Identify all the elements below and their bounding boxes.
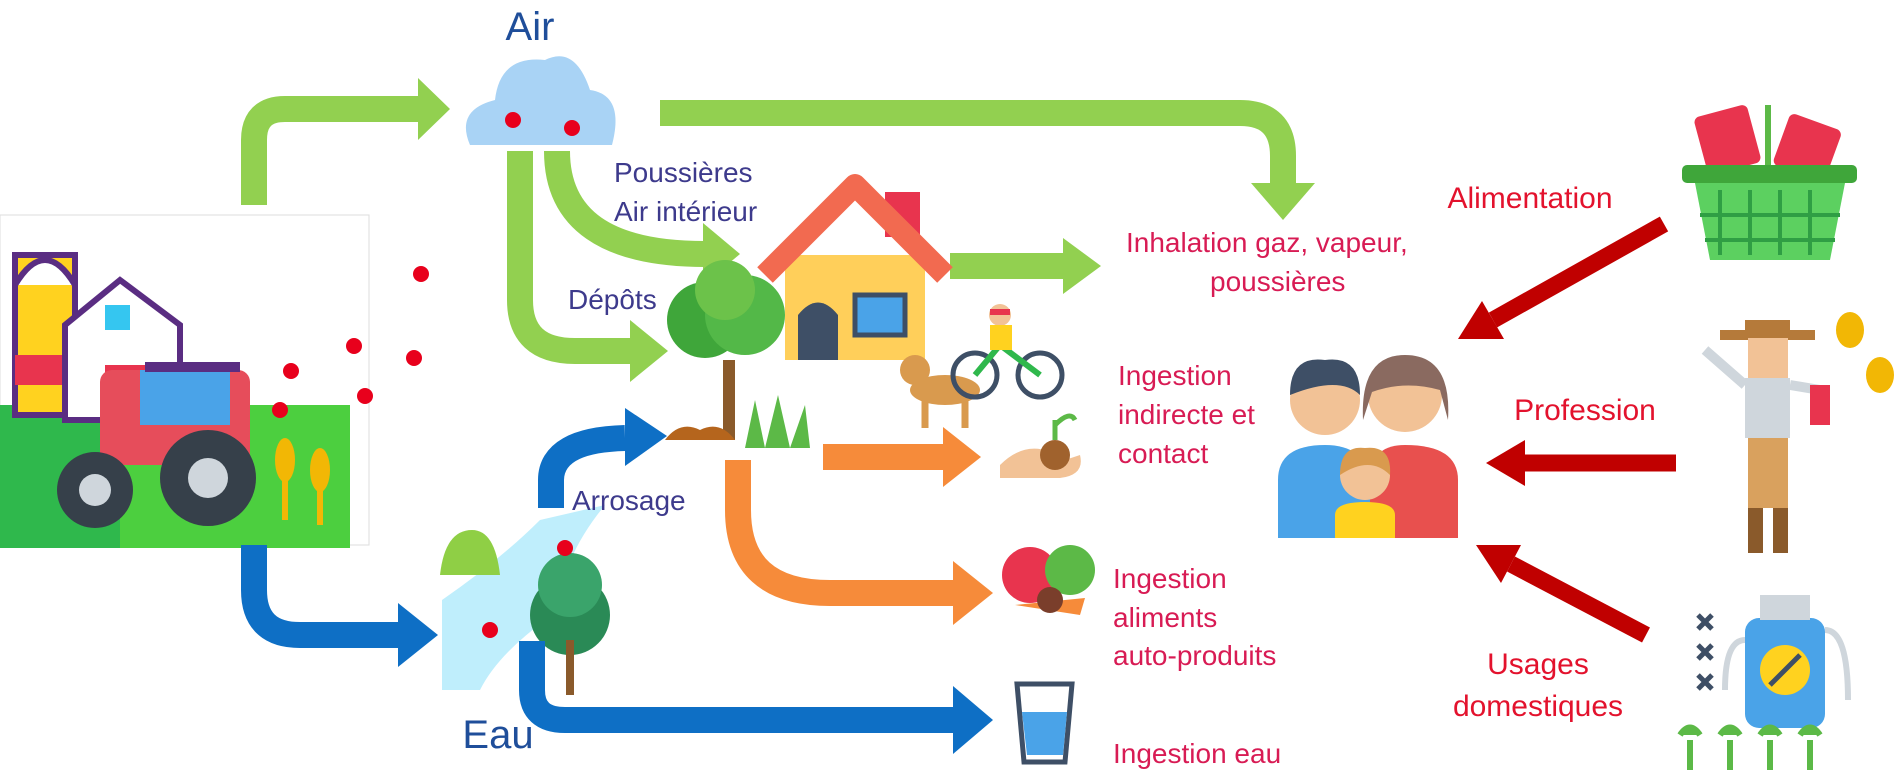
tree-icon-part xyxy=(695,260,755,320)
exposure-label: aliments xyxy=(1113,602,1217,633)
water-arrows-part xyxy=(398,603,438,667)
family-icon-part xyxy=(1335,502,1395,538)
air-arrows-part xyxy=(418,78,450,140)
farm-icon xyxy=(0,215,369,548)
cloud-icon xyxy=(466,56,616,145)
food-icons xyxy=(1000,416,1095,762)
sprayer-icon xyxy=(1680,595,1848,770)
source-arrows-part xyxy=(1511,564,1646,635)
basket-icon-part xyxy=(1682,165,1857,183)
air-arrows-part xyxy=(660,113,1283,185)
leisure-icon-part xyxy=(900,355,930,385)
source-arrows-part xyxy=(1486,440,1525,486)
house-icon xyxy=(765,185,945,360)
source-label: Alimentation xyxy=(1447,182,1612,215)
farmer-icon-part xyxy=(1810,385,1830,425)
basket-icon xyxy=(1682,104,1857,260)
pathway-label: Poussières xyxy=(614,157,753,188)
source-label: domestiques xyxy=(1453,690,1623,723)
water-icon-part xyxy=(440,530,500,575)
water-arrows-part xyxy=(953,561,993,625)
air-label: Air xyxy=(506,5,555,49)
exposure-label: Ingestion xyxy=(1113,563,1227,594)
farmer-icon xyxy=(1705,312,1894,553)
water-arrows-part xyxy=(953,686,993,754)
eau-label: Eau xyxy=(462,713,533,757)
farmer-icon-part xyxy=(1748,338,1788,378)
food-icons-part xyxy=(1037,587,1063,613)
house-icon-part xyxy=(855,295,905,335)
tree-icon-part xyxy=(745,395,810,448)
diagram: Air Eau Poussières Air intérieur Dépôts … xyxy=(0,0,1897,770)
food-icons-part xyxy=(1040,440,1070,470)
particles-part xyxy=(346,338,362,354)
cloud-icon-part xyxy=(466,56,616,145)
tree-icon-part xyxy=(723,360,735,440)
farm-icon-part xyxy=(140,370,230,425)
food-icons-part xyxy=(1055,416,1075,440)
source-label: Usages xyxy=(1487,648,1589,681)
leisure-icon-part xyxy=(990,325,1012,350)
farm-icon-part xyxy=(310,448,330,492)
farmer-icon-part xyxy=(1866,357,1894,393)
water-arrows-part xyxy=(738,460,955,593)
farmer-icon-part xyxy=(1745,378,1790,438)
family-icon xyxy=(1278,355,1458,538)
sprayer-icon-part xyxy=(1690,740,1810,770)
air-arrows-part xyxy=(254,109,420,205)
farmer-icon-part xyxy=(1748,438,1788,508)
source-arrows xyxy=(1458,224,1676,635)
particles-part xyxy=(413,266,429,282)
sprayer-icon-part xyxy=(1680,728,1820,736)
water-arrows-part xyxy=(625,408,667,466)
water-arrows-part xyxy=(532,641,955,720)
exposure-label: auto-produits xyxy=(1113,640,1276,671)
water-arrows-part xyxy=(254,545,400,635)
particles-part xyxy=(283,363,299,379)
water-icon-part xyxy=(557,540,573,556)
body: Air Eau Poussières Air intérieur Dépôts … xyxy=(0,0,1897,770)
farmer-icon-part xyxy=(1836,312,1864,348)
cloud-icon-part xyxy=(505,112,521,128)
farm-icon-part xyxy=(105,305,130,330)
exposure-label: contact xyxy=(1118,438,1208,469)
farm-icon-part xyxy=(188,458,228,498)
water-icon-part xyxy=(482,622,498,638)
source-arrows-part xyxy=(1493,224,1664,320)
exposure-label: Inhalation gaz, vapeur, xyxy=(1126,227,1408,258)
house-icon-part xyxy=(798,303,838,361)
water-arrows-part xyxy=(943,427,981,487)
food-icons-part xyxy=(1022,712,1067,755)
exposure-label: Ingestion eau xyxy=(1113,738,1281,769)
basket-icon-part xyxy=(1695,183,1845,260)
cloud-icon-part xyxy=(564,120,580,136)
pathway-label: Arrosage xyxy=(572,485,686,516)
exposure-label: poussières xyxy=(1210,266,1345,297)
sprayer-icon-part xyxy=(1760,595,1810,620)
air-arrows-part xyxy=(1251,183,1315,220)
water-icon-part xyxy=(566,640,574,695)
particles-part xyxy=(272,402,288,418)
exposure-label: indirecte et xyxy=(1118,399,1255,430)
farmer-icon-part xyxy=(1745,320,1790,338)
pathway-label: Air intérieur xyxy=(614,196,757,227)
farm-icon-part xyxy=(145,362,240,372)
page: Diagram {"air": "Air", "eau": "Eau", "pa… xyxy=(0,0,1897,770)
farm-icon-part xyxy=(275,438,295,482)
exposure-label: Ingestion xyxy=(1118,360,1232,391)
farm-icon-part xyxy=(79,474,111,506)
farmer-icon-part xyxy=(1773,508,1788,553)
water-icon-part xyxy=(538,553,602,617)
source-label: Profession xyxy=(1514,394,1656,427)
particles-part xyxy=(406,350,422,366)
pathway-label: Dépôts xyxy=(568,284,657,315)
air-arrows-part xyxy=(630,320,668,382)
particles-part xyxy=(357,388,373,404)
sprayer-icon-part xyxy=(1698,615,1712,689)
farmer-icon-part xyxy=(1748,508,1763,553)
air-arrows-part xyxy=(1063,238,1101,294)
